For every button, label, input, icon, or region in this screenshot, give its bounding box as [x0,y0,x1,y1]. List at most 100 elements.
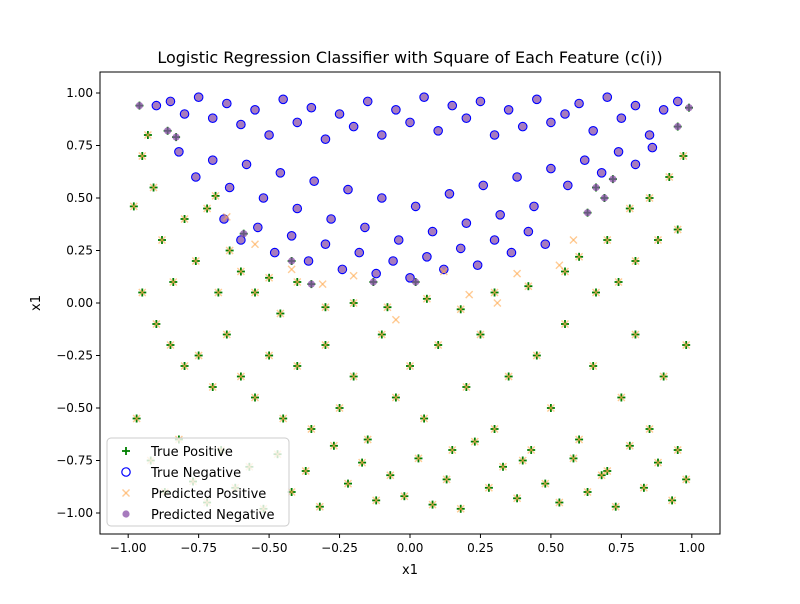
legend-label: Predicted Positive [151,487,266,502]
true-negative-point [193,92,204,102]
predicted-positive-point [513,269,522,278]
predicted-positive-point-b [611,502,620,511]
predicted-positive-point [456,504,465,513]
predicted-negative-point [321,135,330,143]
predicted-positive-point [279,414,288,423]
predicted-negative-point [533,95,541,103]
predicted-negative-point-fill [276,169,284,177]
predicted-negative-point-fill [335,110,344,118]
predicted-negative-point-fill [564,181,572,189]
predicted-positive-point-b [555,261,564,270]
predicted-positive-point [428,500,437,509]
true-negative-point [588,126,598,136]
predicted-negative-point [135,102,144,110]
predicted-positive-point [625,441,634,450]
predicted-negative-point-fill [561,110,569,118]
predicted-positive-point [169,278,178,286]
predicted-positive-point-b [391,315,400,324]
true-negative-point [405,117,415,128]
predicted-negative-point-fill [434,127,442,135]
predicted-positive-point [344,479,352,488]
predicted-negative-point [364,97,372,105]
legend-symbol-b [122,489,130,497]
predicted-negative-point [462,219,470,227]
predicted-negative-point [507,249,516,257]
predicted-positive-point-b [251,288,259,297]
true-negative-point [334,109,345,119]
true-negative-point-ring [444,189,455,199]
predicted-positive-point [456,305,465,314]
predicted-negative-point [631,102,640,110]
predicted-positive-point-b [456,305,465,314]
predicted-negative-point-fill [513,173,521,181]
predicted-positive-point-b [504,372,513,381]
predicted-negative-point-fill [240,230,248,238]
predicted-negative-point [242,160,251,168]
predicted-positive-point-b [377,330,386,339]
predicted-positive-point-b [335,404,344,412]
true-negative-point [179,109,190,119]
chart-title: Logistic Regression Classifier with Squa… [157,48,662,67]
predicted-positive-point-b [631,257,640,265]
predicted-positive-point-b [276,309,285,318]
predicted-negative-point-fill [490,236,499,244]
predicted-positive-point [287,265,296,274]
predicted-negative-point [462,114,470,122]
predicted-negative-point-fill [448,102,456,110]
true-negative-point [306,102,317,113]
predicted-positive-point [318,280,327,289]
predicted-negative-point-fill [505,106,513,114]
predicted-positive-point [611,502,620,511]
predicted-positive-point-b [465,290,474,299]
predicted-negative-point [180,110,189,118]
predicted-positive-point [448,446,457,454]
predicted-negative-point [603,93,611,101]
predicted-positive-point [569,454,578,463]
predicted-negative-point [614,148,623,156]
true-negative-point-ring [461,113,472,123]
true-negative-point-ring [503,105,514,115]
predicted-positive-point [541,479,550,488]
predicted-negative-point-fill [631,102,640,110]
predicted-positive-point [682,341,691,349]
predicted-positive-point-b [194,351,203,360]
true-negative-point-ring [174,147,184,157]
legend-label: True Positive [150,445,233,460]
predicted-negative-point-fill [581,156,589,164]
predicted-negative-point [496,211,504,219]
predicted-positive-point-b [222,330,231,339]
predicted-positive-point [386,471,395,480]
true-negative-point-ring [478,180,489,191]
predicted-positive-point [665,173,674,181]
true-negative-point [439,264,449,275]
true-negative-point-ring [286,231,297,241]
y-axis: −1.00 −0.75 −0.50 −0.25 0.00 0.25 0.50 0.75 1.00 [56,86,100,520]
predicted-positive-point-b [225,246,234,255]
predicted-negative-point-fill [344,186,352,194]
predicted-positive-point-b [358,458,367,467]
x-tick-label: 0.75 [608,541,635,555]
predicted-negative-point-fill [237,120,245,129]
predicted-positive-point-b [434,341,443,349]
predicted-positive-point [518,456,527,465]
predicted-positive-point [349,299,358,307]
predicted-positive-point-b [191,257,200,265]
true-negative-point-ring [546,163,556,174]
true-negative-point [503,105,514,115]
predicted-positive-point-b [665,173,674,181]
predicted-positive-point [603,467,612,475]
predicted-positive-point-b [166,341,175,349]
predicted-negative-point-fill [530,202,538,210]
true-negative-point-ring [447,100,458,111]
predicted-negative-point [575,99,583,108]
predicted-negative-point-fill [609,175,617,183]
predicted-negative-point-fill [490,131,499,139]
predicted-positive-point-b [532,351,541,360]
legend-symbol-ring [121,467,131,477]
predicted-positive-point-b [575,252,584,261]
predicted-positive-point [307,425,316,433]
predicted-positive-point-b [152,320,161,328]
predicted-positive-point [673,225,682,234]
true-negative-point-ring [419,92,429,102]
